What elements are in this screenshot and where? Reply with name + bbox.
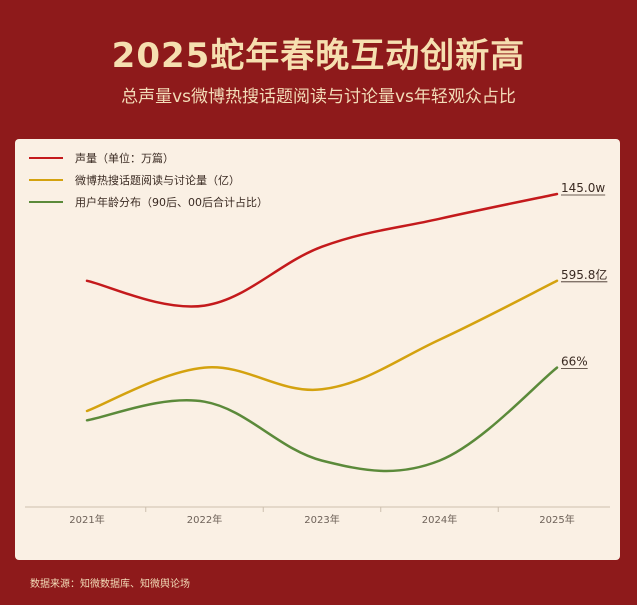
age-end-label: 66% <box>561 355 588 369</box>
chart-title: 2025蛇年春晚互动创新高 <box>111 36 526 76</box>
data-source: 数据来源：知微数据库、知微舆论场 <box>30 579 190 590</box>
legend-label-weibo: 微博热搜话题阅读与讨论量（亿） <box>75 174 240 187</box>
weibo-line <box>85 279 559 413</box>
legend-label-age: 用户年龄分布（90后、00后合计占比） <box>75 196 268 209</box>
legend-swatch-volume <box>29 157 63 159</box>
age-line <box>85 366 559 473</box>
x-tick-label: 2025年 <box>539 513 574 526</box>
chart-card: 2021年 2022年 2023年 2024年 2025年 145.0w 595.8亿 66%… <box>15 139 620 560</box>
legend-label-volume: 声量（单位：万篇） <box>75 152 174 165</box>
legend-item-volume: 声量（单位：万篇） <box>29 147 268 169</box>
volume-line <box>85 192 559 308</box>
x-tick-label: 2022年 <box>187 513 222 526</box>
chart-subtitle: 总声量vs微博热搜话题阅读与讨论量vs年轻观众占比 <box>121 87 516 107</box>
legend-item-weibo: 微博热搜话题阅读与讨论量（亿） <box>29 169 268 191</box>
x-tick-label: 2023年 <box>304 513 339 526</box>
legend-swatch-age <box>29 201 63 203</box>
x-tick-label: 2024年 <box>422 513 457 526</box>
legend-item-age: 用户年龄分布（90后、00后合计占比） <box>29 191 268 213</box>
volume-end-label: 145.0w <box>561 181 605 195</box>
x-tick-label: 2021年 <box>69 513 104 526</box>
legend-swatch-weibo <box>29 179 63 181</box>
line-chart: 2021年 2022年 2023年 2024年 2025年 145.0w 595.8亿 66% <box>25 181 610 526</box>
legend: 声量（单位：万篇） 微博热搜话题阅读与讨论量（亿） 用户年龄分布（90后、00后… <box>29 147 268 213</box>
weibo-end-label: 595.8亿 <box>561 267 607 282</box>
